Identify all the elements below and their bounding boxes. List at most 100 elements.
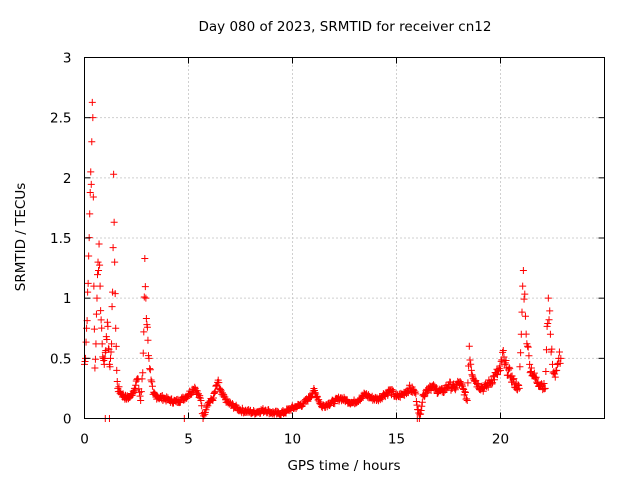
data-point (108, 303, 116, 311)
data-point (497, 357, 505, 365)
data-point (527, 368, 535, 376)
data-point (104, 322, 112, 330)
data-point (479, 387, 487, 395)
data-point (519, 266, 527, 274)
data-point (461, 388, 469, 396)
data-point (557, 354, 565, 362)
data-point (95, 267, 103, 275)
data-point (467, 366, 475, 374)
data-point (211, 389, 219, 397)
data-point (140, 293, 148, 301)
y-tick-label: 3 (63, 51, 72, 67)
data-point (313, 392, 321, 400)
data-point (141, 254, 149, 262)
data-point (136, 392, 144, 400)
data-point (86, 210, 94, 218)
data-point (520, 295, 528, 303)
data-point (544, 294, 552, 302)
x-tick-label: 15 (388, 432, 405, 448)
data-point (217, 386, 225, 394)
data-point (113, 366, 121, 374)
data-point (499, 347, 507, 355)
data-point (110, 218, 118, 226)
data-point (142, 294, 150, 302)
data-point (96, 261, 104, 269)
data-point (306, 393, 314, 401)
data-point (94, 258, 102, 266)
data-point (84, 279, 92, 287)
data-point (95, 240, 103, 248)
data-point (488, 380, 496, 388)
data-point (517, 349, 525, 357)
x-tick-label: 10 (284, 432, 301, 448)
data-point (111, 258, 119, 266)
data-point (88, 138, 96, 146)
data-point (505, 363, 513, 371)
data-point (509, 376, 517, 384)
data-point (143, 323, 151, 331)
data-point (522, 330, 530, 338)
data-point (464, 379, 472, 387)
data-point (543, 322, 551, 330)
data-point (417, 407, 425, 415)
data-point (417, 410, 425, 418)
data-point (525, 352, 533, 360)
data-point (82, 338, 90, 346)
data-point (412, 398, 420, 406)
data-point (98, 324, 106, 332)
data-point (546, 307, 554, 315)
y-tick-label: 0.5 (50, 351, 71, 367)
data-point (114, 384, 122, 392)
data-point (97, 316, 105, 324)
data-point (459, 384, 467, 392)
data-point (418, 398, 426, 406)
x-tick-label: 0 (80, 432, 89, 448)
data-point (546, 330, 554, 338)
data-point (414, 406, 422, 414)
data-point (81, 357, 89, 365)
data-point (526, 360, 534, 368)
data-point (467, 360, 475, 368)
data-point (193, 387, 201, 395)
data-point (203, 403, 211, 411)
chart-title: Day 080 of 2023, SRMTID for receiver cn1… (198, 19, 492, 35)
data-point (497, 366, 504, 374)
data-point (137, 388, 145, 396)
data-point (198, 402, 206, 410)
data-point (218, 389, 226, 397)
data-point (194, 390, 202, 398)
data-point (515, 382, 523, 390)
data-point (547, 348, 555, 356)
data-point (494, 371, 502, 379)
data-point (501, 360, 509, 368)
data-point (197, 396, 205, 404)
data-point (145, 354, 153, 362)
data-point (146, 365, 154, 373)
data-point (502, 357, 510, 365)
data-point (90, 325, 98, 333)
data-point (518, 308, 526, 316)
data-point (110, 170, 118, 178)
data-point (108, 340, 116, 348)
data-point (524, 343, 532, 351)
data-point (465, 342, 473, 350)
data-point (84, 288, 92, 296)
data-point (107, 354, 114, 362)
data-point (115, 383, 123, 391)
data-point (148, 378, 156, 386)
y-tick-label: 1.5 (50, 231, 71, 247)
data-point (215, 379, 223, 387)
data-point (96, 282, 104, 290)
data-point (458, 381, 466, 389)
x-axis-label: GPS time / hours (287, 458, 401, 474)
data-point (496, 362, 504, 370)
data-point (490, 376, 498, 384)
data-point (542, 346, 550, 354)
data-point (141, 283, 149, 291)
data-point (106, 363, 114, 371)
data-point (541, 384, 549, 392)
data-point (98, 340, 106, 348)
data-point (553, 366, 561, 374)
data-point (112, 324, 120, 332)
